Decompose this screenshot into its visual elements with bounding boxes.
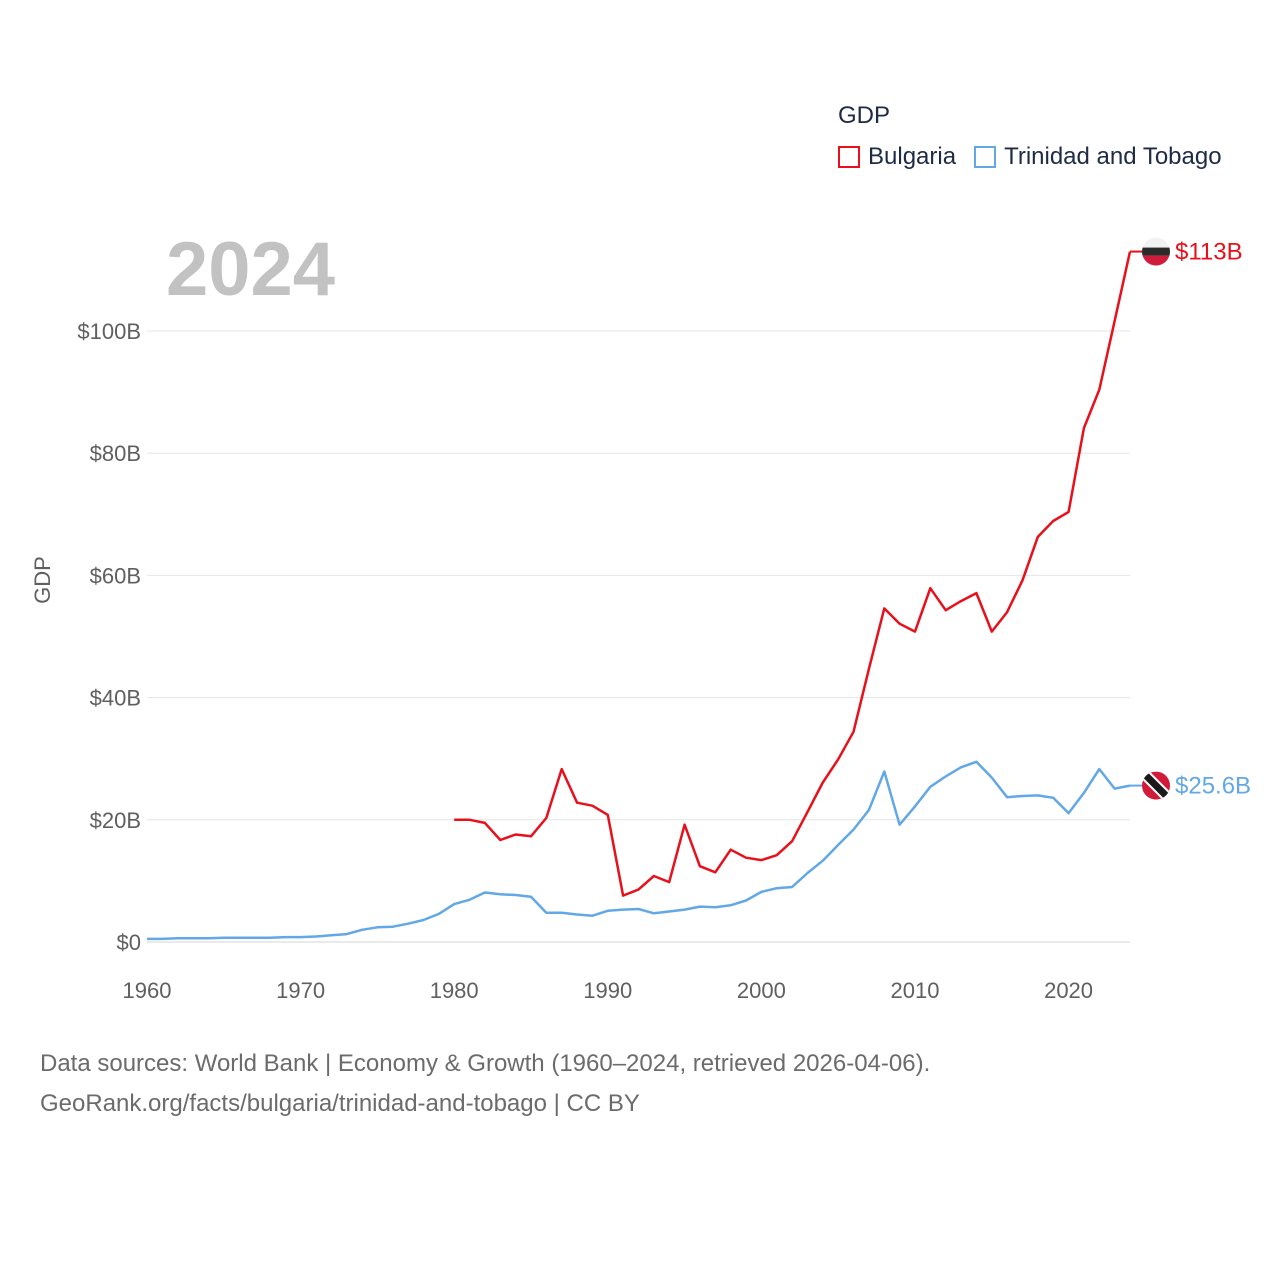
legend: Bulgaria Trinidad and Tobago <box>838 143 1240 171</box>
y-tick-label: $0 <box>117 930 141 955</box>
legend-label-bulgaria: Bulgaria <box>868 143 957 170</box>
x-tick-label: 2020 <box>1044 978 1093 1003</box>
trinidad-and-tobago-flag-icon <box>1142 771 1170 800</box>
end-label-trinidad-and-tobago: $25.6B <box>1175 773 1251 800</box>
legend-item-trinidad-and-tobago[interactable]: Trinidad and Tobago <box>974 143 1222 171</box>
legend-title: GDP <box>838 102 891 129</box>
bulgaria-flag-icon <box>1142 237 1170 266</box>
end-markers: $113B $25.6B <box>1130 237 1251 800</box>
legend-item-bulgaria[interactable]: Bulgaria <box>838 143 956 171</box>
x-tick-label: 1980 <box>430 978 479 1003</box>
series-line-trinidad-and-tobago[interactable] <box>147 760 1131 941</box>
y-tick-label: $60B <box>90 563 141 588</box>
x-tick-label: 2000 <box>737 978 786 1003</box>
end-label-bulgaria: $113B <box>1175 239 1243 266</box>
x-tick-label: 2010 <box>890 978 939 1003</box>
y-tick-label: $40B <box>90 686 141 711</box>
legend-label-trinidad-and-tobago: Trinidad and Tobago <box>1004 143 1222 170</box>
y-tick-label: $80B <box>90 441 141 466</box>
series-lines <box>147 251 1132 941</box>
x-tick-label: 1960 <box>123 978 172 1003</box>
x-tick-label: 1970 <box>276 978 325 1003</box>
footer: Data sources: World Bank | Economy & Gro… <box>40 1044 930 1124</box>
y-tick-label: $20B <box>90 808 141 833</box>
year-label: 2024 <box>166 227 336 312</box>
x-tick-label: 1990 <box>583 978 632 1003</box>
y-axis-title: GDP <box>30 556 55 604</box>
axes: $0 $20B $40B $60B $80B $100B 1960 1970 1980 1990 2… <box>30 319 1093 1003</box>
footer-credit[interactable]: GeoRank.org/facts/bulgaria/trinidad-and-… <box>40 1090 640 1117</box>
footer-sources: Data sources: World Bank | Economy & Gro… <box>40 1050 931 1077</box>
legend-swatch-bulgaria <box>838 146 860 168</box>
y-tick-label: $100B <box>77 319 141 344</box>
gridlines <box>147 330 1130 943</box>
series-line-bulgaria[interactable] <box>454 251 1132 897</box>
legend-swatch-trinidad-and-tobago <box>974 146 997 168</box>
